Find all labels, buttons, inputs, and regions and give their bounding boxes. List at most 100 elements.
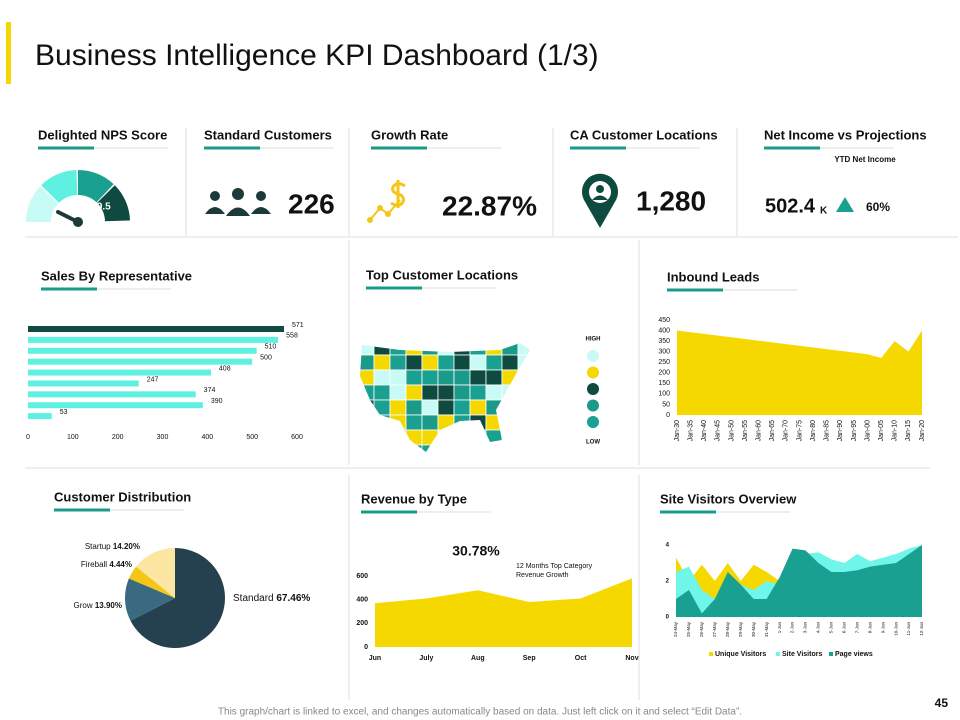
map-state xyxy=(373,343,391,356)
chart-title: Revenue by Type xyxy=(361,491,467,506)
map-state xyxy=(360,429,375,446)
pie-label: Standard 67.46% xyxy=(233,593,310,604)
map-state xyxy=(360,369,375,386)
map-state xyxy=(360,384,375,401)
y-tick-label: 350 xyxy=(658,338,670,345)
x-tick-label: 400 xyxy=(201,434,213,441)
legend-swatch xyxy=(776,652,780,656)
y-tick-label: 400 xyxy=(658,327,670,334)
note: 12 Months Top Category xyxy=(516,563,593,570)
x-tick-label: Jan-80 xyxy=(810,420,817,442)
map-state xyxy=(453,384,471,401)
separators xyxy=(25,128,958,700)
map-state xyxy=(485,399,503,416)
y-tick-label: 400 xyxy=(356,597,368,604)
map-state xyxy=(469,444,487,452)
map-state xyxy=(453,354,471,371)
x-tick-label: 7-Jun xyxy=(854,622,859,634)
map-state xyxy=(373,444,391,452)
page-title: Business Intelligence KPI Dashboard (1/3… xyxy=(35,39,599,72)
gauge-hub xyxy=(73,217,83,227)
map-state xyxy=(453,444,471,452)
y-tick-label: 0 xyxy=(666,615,670,621)
map-state xyxy=(485,384,503,401)
x-tick-label: 30-May xyxy=(751,621,756,637)
x-tick-label: Sep xyxy=(523,655,536,662)
y-tick-label: 450 xyxy=(658,317,670,324)
x-tick-label: 600 xyxy=(291,434,303,441)
x-tick-label: Jan-70 xyxy=(783,420,790,442)
x-tick-label: 28-May xyxy=(725,621,730,637)
map-state xyxy=(360,414,375,431)
map-state xyxy=(437,399,455,416)
x-tick-label: 25-May xyxy=(686,621,691,637)
y-tick-label: 0 xyxy=(364,644,368,651)
map-state xyxy=(501,384,519,401)
x-tick-label: 0 xyxy=(26,434,30,441)
x-tick-label: Jan-65 xyxy=(769,420,776,442)
map-state xyxy=(373,384,391,401)
x-tick-label: 26-May xyxy=(699,621,704,637)
kpi-value: 1,280 xyxy=(636,185,706,216)
y-tick-label: 600 xyxy=(356,573,368,580)
map-state xyxy=(360,354,375,371)
map-state xyxy=(360,444,375,452)
map-state xyxy=(373,354,391,371)
x-tick-label: 29-May xyxy=(738,621,743,637)
map-state xyxy=(453,414,471,431)
dollar-icon xyxy=(367,180,406,223)
kpi-label: Standard Customers xyxy=(204,127,332,142)
map-state xyxy=(389,414,407,431)
map-state xyxy=(453,399,471,416)
x-tick-label: Jan-20 xyxy=(919,420,926,442)
chart-title: Sales By Representative xyxy=(41,268,192,283)
kpi-unit: K xyxy=(820,206,828,217)
chart-title: Site Visitors Overview xyxy=(660,491,797,506)
page-number: 45 xyxy=(935,696,949,710)
map-state xyxy=(501,369,519,386)
x-tick-label: Jan-15 xyxy=(905,420,912,442)
x-tick-label: 4-Jun xyxy=(816,622,821,634)
x-tick-label: 200 xyxy=(112,434,124,441)
map-state xyxy=(469,343,487,356)
map-state xyxy=(373,414,391,431)
map-state xyxy=(485,343,503,356)
map-state xyxy=(453,369,471,386)
x-tick-label: Jan-40 xyxy=(701,420,708,442)
legend-swatch xyxy=(709,652,713,656)
x-tick-label: Jan-95 xyxy=(851,420,858,442)
x-tick-label: Jan-55 xyxy=(742,420,749,442)
legend-label: LOW xyxy=(586,440,600,446)
us-map xyxy=(360,343,530,452)
x-tick-label: 9-Jun xyxy=(880,622,885,634)
x-tick-label: 2-Jun xyxy=(790,622,795,634)
legend-label: Page views xyxy=(835,651,873,658)
x-tick-label: 5-Jun xyxy=(829,622,834,634)
map-state xyxy=(485,429,503,446)
legend-swatch xyxy=(587,399,599,412)
people-icon xyxy=(205,188,271,216)
x-tick-label: Jan-00 xyxy=(864,420,871,442)
x-tick-label: Jan-30 xyxy=(674,420,681,442)
legend-label: HIGH xyxy=(586,337,601,343)
map-state xyxy=(421,384,439,401)
annotation: 30.78% xyxy=(452,543,500,559)
pie-label-value: 14.20% xyxy=(113,542,140,551)
legend-swatch xyxy=(587,366,599,379)
map-state xyxy=(389,384,407,401)
kpi-value: 89.5 xyxy=(91,202,111,213)
x-tick-label: Jan-05 xyxy=(878,420,885,442)
bar xyxy=(28,336,279,343)
map-state xyxy=(517,354,530,371)
y-tick-label: 2 xyxy=(666,579,670,585)
gauge-segment xyxy=(26,186,59,222)
y-tick-label: 200 xyxy=(658,370,670,377)
pie-label-name: Startup xyxy=(85,542,111,551)
pie-label-name: Standard xyxy=(233,593,274,604)
chart-title: Customer Distribution xyxy=(54,489,191,504)
area xyxy=(677,330,922,415)
x-tick-label: Jan-85 xyxy=(824,420,831,442)
x-tick-label: 27-May xyxy=(712,621,717,637)
bar-value-label: 571 xyxy=(292,322,304,329)
